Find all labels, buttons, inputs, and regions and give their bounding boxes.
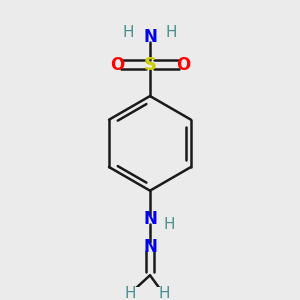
Text: O: O bbox=[176, 56, 190, 74]
Text: N: N bbox=[143, 28, 157, 46]
Text: H: H bbox=[159, 286, 170, 300]
Text: N: N bbox=[143, 210, 157, 228]
Text: O: O bbox=[110, 56, 124, 74]
Text: H: H bbox=[124, 286, 136, 300]
Text: N: N bbox=[143, 238, 157, 256]
Text: H: H bbox=[166, 25, 177, 40]
Text: H: H bbox=[164, 217, 175, 232]
Text: S: S bbox=[143, 56, 157, 74]
Text: H: H bbox=[123, 25, 134, 40]
